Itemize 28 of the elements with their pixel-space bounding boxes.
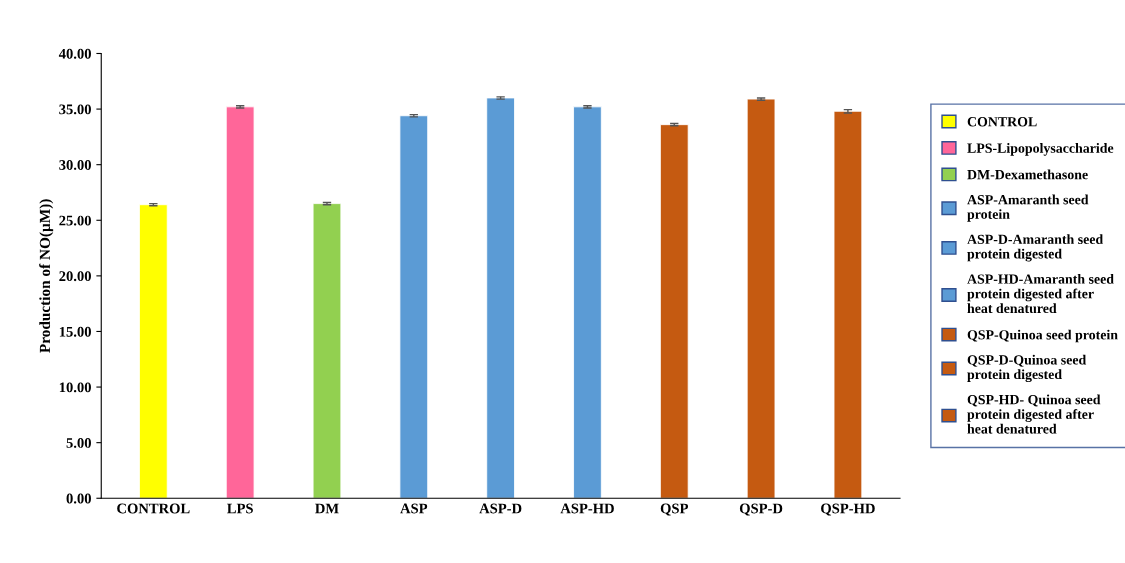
legend-label: QSP-Quinoa seed protein <box>967 329 1118 343</box>
legend-label: DM-Dexamethasone <box>967 169 1088 180</box>
legend-label: CONTROL <box>967 117 1037 127</box>
legend-label: LPS-Lipopolysaccharide <box>967 143 1114 156</box>
legend-label: QSP-D-Quinoa seed protein digested <box>967 354 1087 383</box>
legend-label: ASP-D-Amaranth seed protein digested <box>967 234 1104 262</box>
y-tick-label: 40.00 <box>58 48 91 59</box>
y-tick-label: 10.00 <box>59 382 91 393</box>
legend-label: ASP-HD-Amaranth seed protein digested after heat denatured <box>967 273 1114 314</box>
x-tick-label: ASP <box>400 503 428 514</box>
y-tick-label: 30.00 <box>59 160 91 170</box>
x-tick-label: QSP-D <box>739 503 783 516</box>
y-axis-title: Production of NO(µM)) <box>39 199 54 353</box>
x-tick-label: QSP <box>660 503 689 516</box>
x-tick-label: ASP-D <box>479 503 522 514</box>
y-tick-label: 15.00 <box>59 326 91 337</box>
legend-label: ASP-Amaranth seed protein <box>967 194 1089 222</box>
y-tick-label: 25.00 <box>59 215 91 226</box>
x-tick-label: CONTROL <box>117 503 190 514</box>
legend-label: QSP-HD- Quinoa seed protein digested after heat denatured <box>967 394 1101 434</box>
y-tick-label: 5.00 <box>66 438 91 448</box>
x-tick-label: QSP-HD <box>821 503 875 516</box>
x-tick-label: DM <box>315 503 339 514</box>
y-tick-label: 0.00 <box>66 493 91 504</box>
y-tick-label: 20.00 <box>59 271 91 282</box>
y-tick-label: 35.00 <box>59 104 91 115</box>
x-tick-label: LPS <box>227 503 253 514</box>
x-tick-label: ASP-HD <box>560 503 614 514</box>
